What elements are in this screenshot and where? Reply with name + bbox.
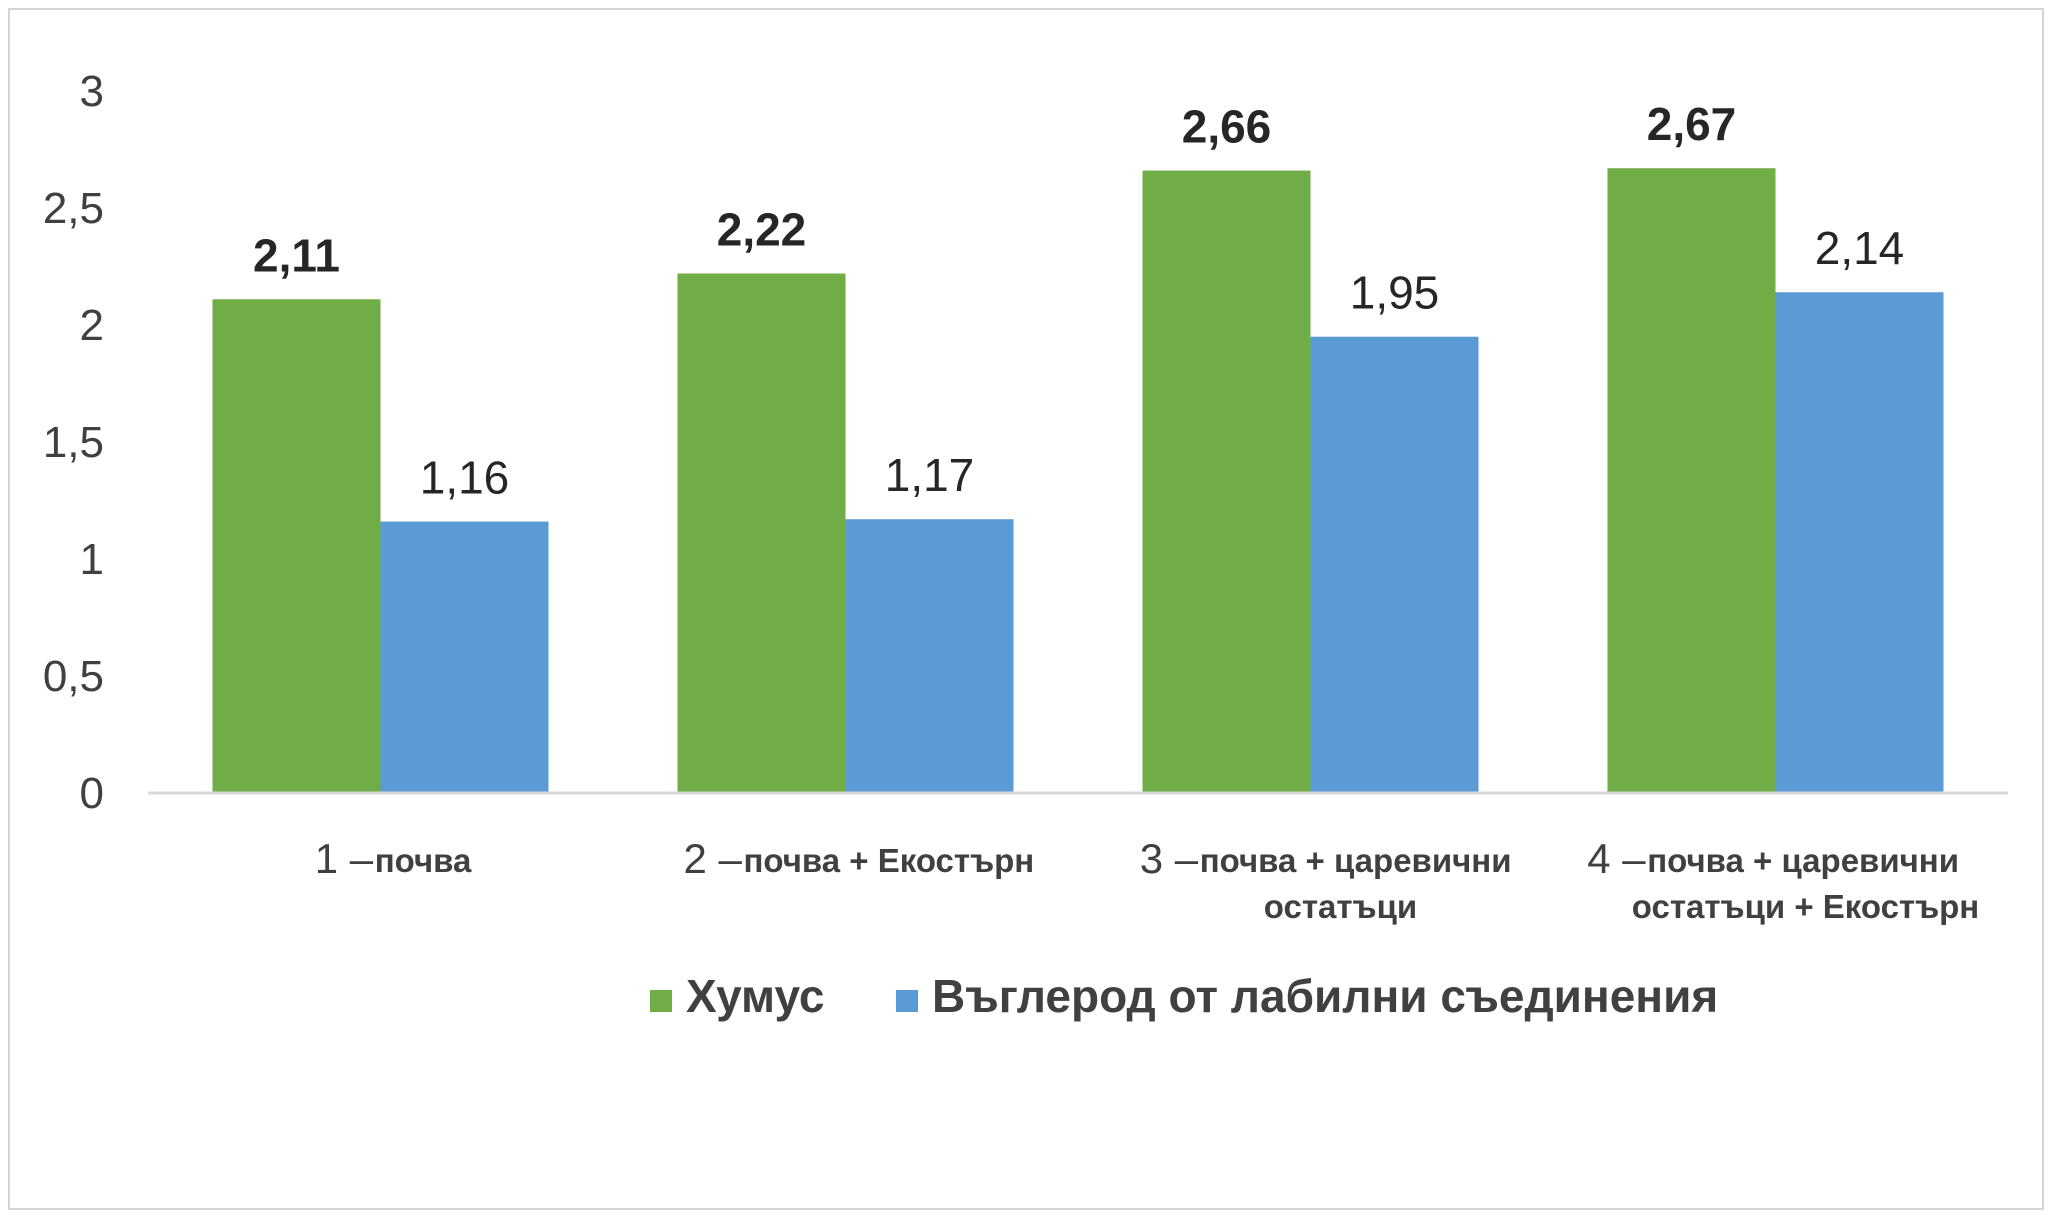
bar-humus [1142,170,1311,793]
x-tick-number: 3 – [1140,835,1199,882]
y-tick-label: 3 [80,67,104,116]
y-tick-label: 1,5 [43,418,104,467]
legend-label: Хумус [686,970,825,1022]
x-tick-number: 2 – [684,835,743,882]
data-label: 1,16 [420,452,510,504]
legend-label: Въглерод от лабилни съединения [932,970,1718,1022]
data-label: 2,67 [1647,98,1737,150]
bar-humus [677,273,846,793]
bar-labile-carbon [845,519,1014,793]
x-tick-number: 1 – [315,835,374,882]
y-tick-label: 2,5 [43,184,104,233]
legend-swatch-humus [650,990,672,1012]
y-tick-label: 2 [80,301,104,350]
x-tick-label: почва + царевични [1200,842,1512,879]
bar-labile-carbon [380,521,549,793]
x-tick-label: почва + царевични [1647,842,1959,879]
bar-labile-carbon [1310,336,1479,793]
data-label: 2,22 [717,204,807,256]
bar-labile-carbon [1775,292,1944,793]
data-label: 1,95 [1350,267,1440,319]
x-tick-label: почва + Екостърн [744,842,1035,879]
x-tick-number: 4 – [1587,835,1646,882]
x-tick-label: почва [375,842,472,879]
x-tick-label: остатъци [1264,888,1417,925]
y-tick-label: 0,5 [43,652,104,701]
data-label: 1,17 [885,449,975,501]
data-label: 2,14 [1815,222,1905,274]
data-label: 2,66 [1182,101,1272,153]
y-tick-label: 0 [80,769,104,818]
x-tick-label: остатъци + Екостърн [1632,888,1979,925]
y-tick-label: 1 [80,535,104,584]
data-label: 2,11 [253,229,340,281]
bar-humus [212,299,381,793]
legend-swatch-labile-carbon [896,990,918,1012]
bar-humus [1607,168,1776,794]
